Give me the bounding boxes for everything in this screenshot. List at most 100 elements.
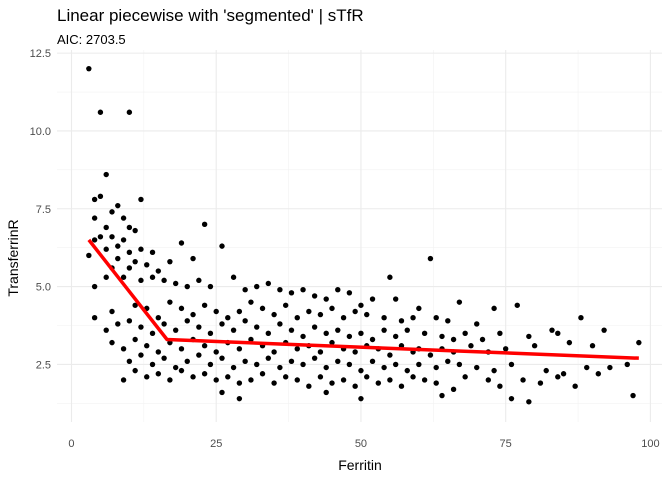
data-point bbox=[335, 358, 341, 364]
data-point bbox=[201, 302, 208, 308]
data-point bbox=[190, 311, 196, 318]
data-point bbox=[138, 246, 144, 252]
y-tick-label: 2.5 bbox=[36, 359, 51, 371]
data-point bbox=[282, 374, 289, 380]
data-point bbox=[91, 237, 98, 243]
data-point bbox=[497, 330, 503, 336]
data-point bbox=[219, 355, 225, 361]
data-point bbox=[311, 355, 318, 361]
data-point bbox=[277, 321, 283, 327]
data-point bbox=[155, 371, 162, 377]
data-point bbox=[630, 392, 636, 399]
data-point bbox=[184, 358, 190, 364]
data-point bbox=[196, 277, 202, 284]
data-point bbox=[86, 252, 92, 259]
data-point bbox=[225, 374, 231, 380]
data-point bbox=[398, 318, 405, 324]
data-point bbox=[387, 352, 393, 358]
data-point bbox=[323, 364, 329, 371]
data-point bbox=[549, 327, 555, 333]
data-point bbox=[381, 327, 387, 333]
data-point bbox=[474, 321, 480, 327]
data-point bbox=[392, 333, 399, 340]
data-point bbox=[421, 330, 428, 336]
data-point bbox=[346, 290, 353, 296]
data-point bbox=[120, 346, 127, 352]
data-point bbox=[254, 361, 260, 368]
y-tick-label: 10.0 bbox=[30, 126, 51, 138]
data-point bbox=[178, 346, 185, 352]
data-point bbox=[491, 367, 497, 374]
data-point bbox=[433, 315, 439, 321]
data-point bbox=[410, 374, 416, 380]
data-point bbox=[120, 377, 127, 383]
data-point bbox=[450, 386, 457, 393]
data-point bbox=[242, 358, 248, 364]
data-point bbox=[369, 336, 376, 343]
data-point bbox=[479, 336, 486, 343]
data-point bbox=[149, 274, 156, 280]
data-point bbox=[190, 255, 196, 262]
chart-title: Linear piecewise with 'segmented' | sTfR bbox=[57, 6, 364, 25]
data-point bbox=[300, 361, 306, 368]
data-point bbox=[502, 346, 509, 352]
data-point bbox=[138, 277, 144, 284]
data-point bbox=[172, 364, 179, 371]
data-point bbox=[566, 339, 573, 346]
data-point bbox=[126, 318, 133, 324]
data-point bbox=[86, 65, 92, 72]
data-point bbox=[364, 311, 370, 318]
data-point bbox=[329, 339, 335, 346]
data-point bbox=[242, 318, 248, 324]
data-point bbox=[300, 333, 306, 340]
data-point bbox=[167, 258, 173, 265]
data-point bbox=[132, 302, 138, 308]
data-point bbox=[149, 249, 156, 256]
data-point bbox=[103, 246, 109, 252]
data-point bbox=[126, 224, 133, 231]
data-point bbox=[294, 315, 300, 321]
data-point bbox=[161, 321, 167, 327]
data-point bbox=[126, 109, 133, 115]
y-tick-label: 12.5 bbox=[30, 48, 51, 60]
data-point bbox=[91, 315, 98, 321]
x-tick-label: 75 bbox=[500, 438, 512, 450]
data-point bbox=[167, 377, 173, 383]
data-point bbox=[126, 358, 133, 364]
data-point bbox=[97, 193, 104, 200]
data-point bbox=[531, 343, 538, 349]
data-point bbox=[201, 221, 208, 228]
data-point bbox=[317, 311, 324, 318]
data-point bbox=[120, 274, 127, 280]
x-axis-label: Ferritin bbox=[338, 457, 382, 473]
data-point bbox=[323, 296, 329, 302]
data-point bbox=[115, 243, 121, 249]
data-point bbox=[306, 308, 312, 315]
grid bbox=[57, 50, 662, 422]
data-point bbox=[184, 283, 190, 290]
data-point bbox=[589, 343, 596, 349]
data-point bbox=[555, 330, 561, 336]
data-point bbox=[358, 330, 364, 336]
data-point bbox=[445, 358, 451, 364]
data-point bbox=[404, 367, 410, 374]
data-point bbox=[537, 380, 544, 386]
data-point bbox=[311, 324, 318, 330]
data-point bbox=[126, 249, 133, 256]
data-point bbox=[138, 196, 144, 203]
data-point bbox=[335, 327, 341, 333]
fit-line bbox=[87, 238, 639, 360]
data-point bbox=[167, 299, 173, 305]
data-point bbox=[277, 364, 283, 371]
data-point bbox=[196, 352, 202, 358]
data-point bbox=[288, 290, 295, 296]
x-tick-label: 25 bbox=[210, 438, 222, 450]
data-point bbox=[265, 355, 272, 361]
data-point bbox=[172, 280, 179, 287]
data-point bbox=[288, 358, 295, 364]
data-point bbox=[387, 377, 393, 383]
data-point bbox=[624, 361, 630, 368]
data-point bbox=[97, 109, 104, 115]
data-point bbox=[97, 234, 104, 240]
data-point bbox=[132, 258, 138, 265]
